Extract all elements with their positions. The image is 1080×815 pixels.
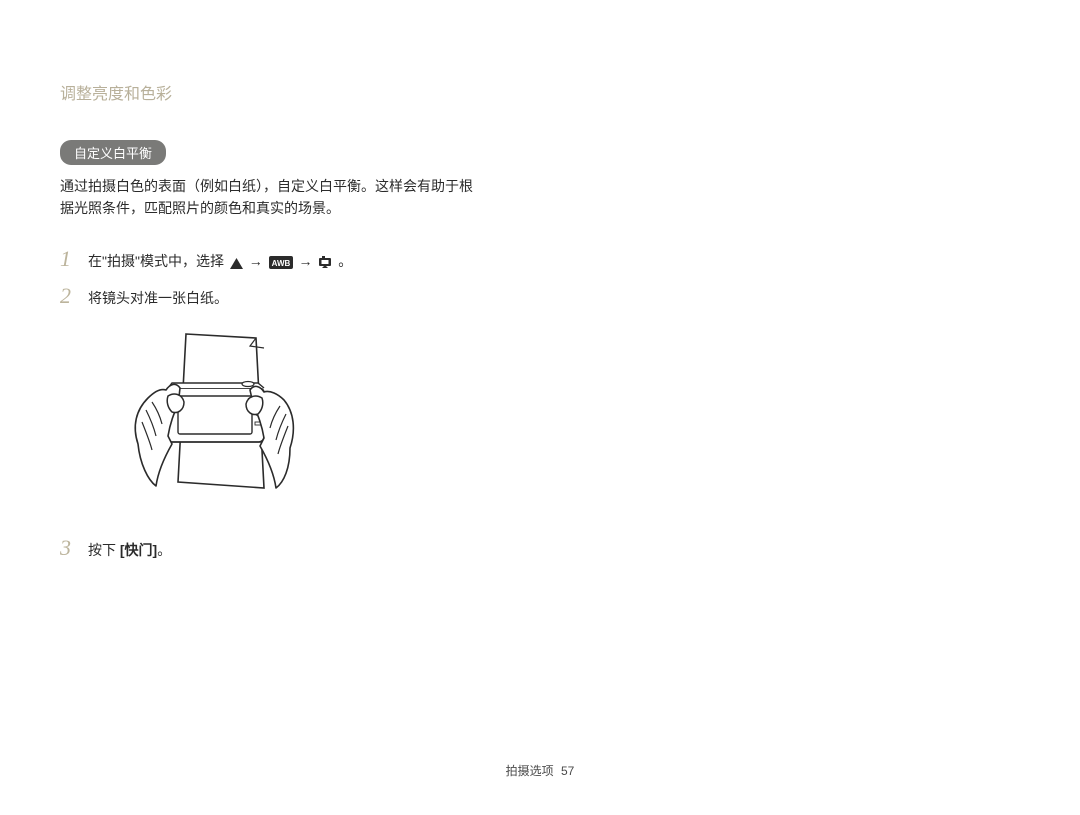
up-triangle-icon — [230, 253, 243, 277]
arrow-text-2: → — [299, 253, 313, 269]
section-badge: 自定义白平衡 — [60, 140, 166, 165]
step-3-prefix: 按下 — [88, 542, 116, 558]
breadcrumb: 调整亮度和色彩 — [60, 80, 1020, 104]
step-3-bold: [快门] — [116, 542, 157, 558]
step-number: 2 — [60, 283, 88, 309]
step-number: 3 — [60, 535, 88, 561]
page-container: 调整亮度和色彩 自定义白平衡 通过拍摄白色的表面（例如白纸），自定义白平衡。这样… — [0, 0, 1080, 815]
arrow-text: → — [249, 253, 263, 269]
svg-text:AWB: AWB — [271, 259, 290, 268]
step-1: 1 在"拍摄"模式中，选择 → AWB → — [60, 246, 1020, 277]
step-1-prefix: 在"拍摄"模式中，选择 — [88, 253, 224, 269]
step-3: 3 按下 [快门]。 — [60, 535, 1020, 563]
step-text: 在"拍摄"模式中，选择 → AWB → 。 — [88, 246, 352, 277]
footer-page-number: 57 — [561, 764, 574, 778]
section-description: 通过拍摄白色的表面（例如白纸），自定义白平衡。这样会有助于根据光照条件，匹配照片… — [60, 175, 480, 220]
step-text: 将镜头对准一张白纸。 — [88, 283, 228, 311]
awb-icon: AWB — [269, 253, 293, 277]
step-2: 2 将镜头对准一张白纸。 — [60, 283, 1020, 311]
step-number: 1 — [60, 246, 88, 272]
illustration-container — [108, 324, 1020, 519]
page-footer: 拍摄选项 57 — [0, 762, 1080, 779]
step-3-suffix: 。 — [157, 542, 171, 558]
step-text: 按下 [快门]。 — [88, 535, 171, 563]
footer-label: 拍摄选项 — [506, 764, 554, 778]
custom-wb-icon — [318, 253, 332, 277]
step-1-suffix: 。 — [338, 253, 352, 269]
camera-paper-illustration — [108, 324, 308, 514]
